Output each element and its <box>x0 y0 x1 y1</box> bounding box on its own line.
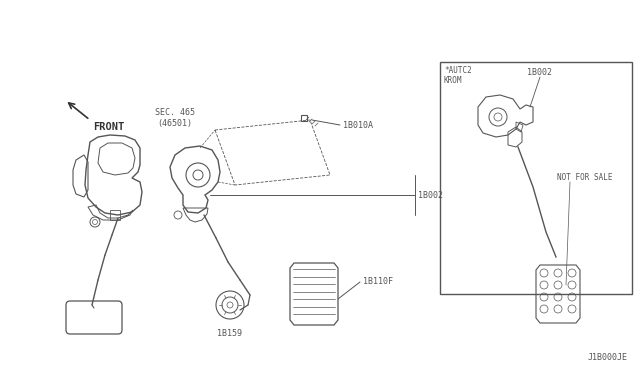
Text: 1B010A: 1B010A <box>343 121 373 129</box>
Text: 1B002: 1B002 <box>418 190 443 199</box>
Text: 1B002: 1B002 <box>527 68 552 77</box>
Text: FRONT: FRONT <box>93 122 124 132</box>
Text: 1B110F: 1B110F <box>363 278 393 286</box>
Text: J1B000JE: J1B000JE <box>588 353 628 362</box>
Text: NOT FOR SALE: NOT FOR SALE <box>557 173 612 182</box>
Bar <box>440 62 632 294</box>
Text: 1B159: 1B159 <box>218 329 243 338</box>
Text: SEC. 465
(46501): SEC. 465 (46501) <box>155 108 195 128</box>
Text: *AUTC2
KROM: *AUTC2 KROM <box>444 66 472 86</box>
